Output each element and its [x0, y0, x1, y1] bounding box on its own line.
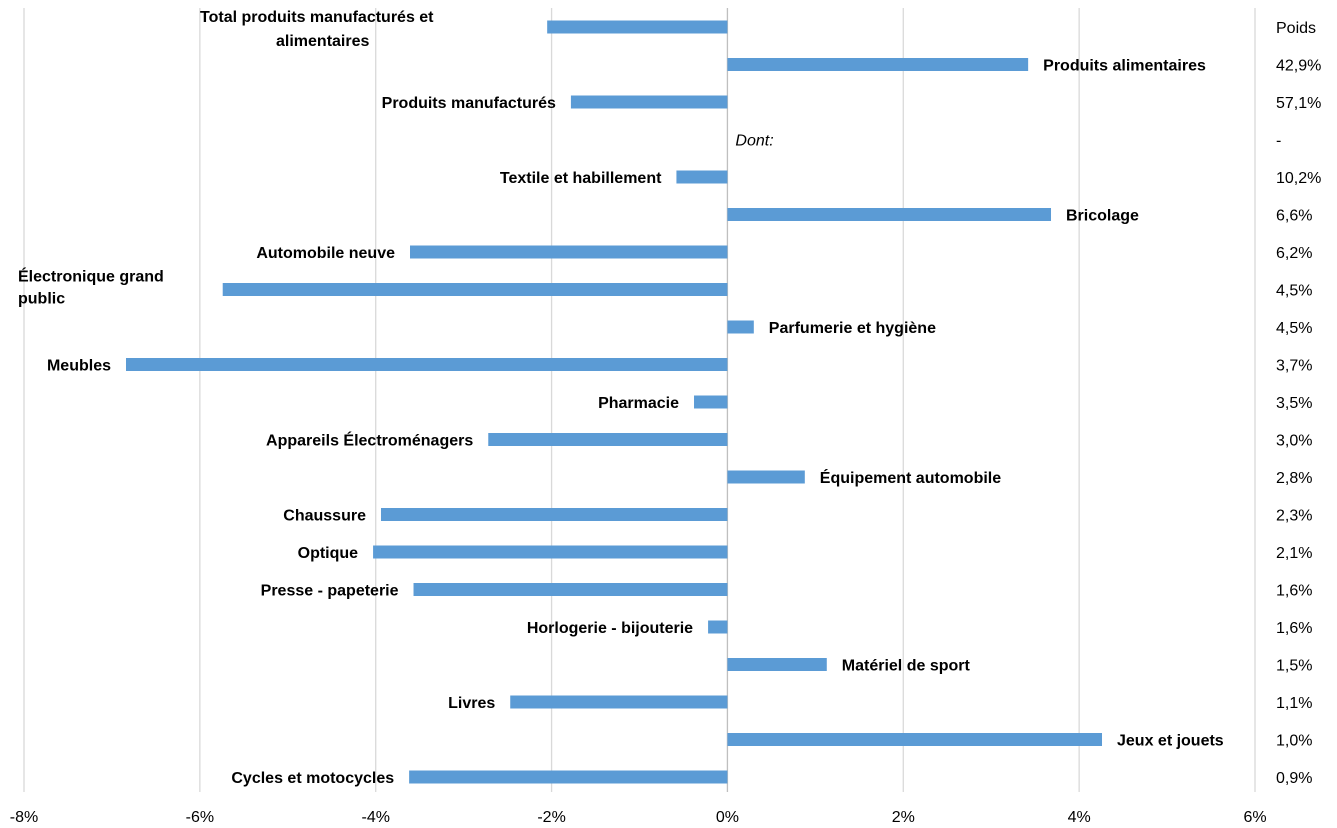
- weight-value: 10,2%: [1276, 170, 1321, 187]
- x-axis: -8% -6% -4% -2% 0% 2% 4% 6%: [10, 809, 1267, 826]
- bar: [694, 395, 728, 409]
- weight-header: Poids: [1276, 20, 1316, 37]
- weight-value: 1,6%: [1276, 583, 1312, 600]
- x-tick-label: -6%: [186, 809, 214, 826]
- category-label: Total produits manufacturés et alimentair…: [200, 9, 434, 50]
- weight-value: 2,1%: [1276, 545, 1312, 562]
- x-tick-label: -4%: [361, 809, 389, 826]
- bar: [727, 320, 754, 334]
- weight-value: 6,2%: [1276, 245, 1312, 262]
- category-label: Chaussure: [283, 508, 366, 525]
- category-label: Équipement automobile: [820, 468, 1001, 487]
- bar: [488, 433, 728, 446]
- bar: [413, 583, 728, 596]
- weight-value: 4,5%: [1276, 320, 1312, 337]
- category-label: Horlogerie - bijouterie: [527, 620, 693, 637]
- category-label: Jeux et jouets: [1117, 733, 1224, 750]
- category-labels: Total produits manufacturés et alimentair…: [18, 9, 1224, 787]
- category-label: Produits manufacturés: [382, 95, 556, 112]
- bar: [727, 733, 1103, 746]
- bar: [727, 658, 827, 671]
- bar: [222, 283, 728, 296]
- bar: [727, 208, 1052, 221]
- weight-value: 57,1%: [1276, 95, 1321, 112]
- category-label: Parfumerie et hygiène: [769, 320, 936, 337]
- bar: [727, 58, 1029, 71]
- weight-column: Poids 42,9% 57,1% - 10,2% 6,6% 6,2% 4,5% 4,5% 3,…: [1276, 20, 1321, 787]
- weight-value: 1,5%: [1276, 658, 1312, 675]
- bar: [708, 620, 728, 634]
- category-label: Électronique grand public: [18, 267, 164, 308]
- category-label: Textile et habillement: [500, 170, 662, 187]
- category-label: Pharmacie: [598, 395, 679, 412]
- category-label: Bricolage: [1066, 208, 1139, 225]
- bar: [547, 20, 728, 34]
- weight-value: 4,5%: [1276, 283, 1312, 300]
- category-label: Optique: [298, 545, 359, 562]
- x-tick-label: 0%: [716, 809, 739, 826]
- weight-value: 1,1%: [1276, 695, 1312, 712]
- weight-value: 1,6%: [1276, 620, 1312, 637]
- weight-value: -: [1276, 133, 1281, 150]
- weight-value: 2,3%: [1276, 508, 1312, 525]
- bar-series: [125, 20, 1103, 784]
- gridlines: [23, 8, 1256, 792]
- bar: [125, 358, 728, 371]
- bar: [373, 545, 728, 559]
- weight-value: 0,9%: [1276, 770, 1312, 787]
- weight-value: 2,8%: [1276, 470, 1312, 487]
- category-label: Appareils Électroménagers: [266, 431, 473, 450]
- x-tick-label: 2%: [892, 809, 915, 826]
- bar: [570, 95, 728, 109]
- category-label: Meubles: [47, 358, 111, 375]
- category-label: Livres: [448, 695, 495, 712]
- bar: [410, 245, 728, 259]
- category-label: Presse - papeterie: [261, 583, 399, 600]
- bar: [676, 170, 728, 184]
- weight-value: 1,0%: [1276, 733, 1312, 750]
- weight-value: 3,7%: [1276, 358, 1312, 375]
- bar: [409, 770, 728, 784]
- bar: [380, 508, 728, 521]
- bar: [727, 470, 805, 484]
- dont-label: Dont:: [735, 133, 773, 150]
- category-label: Automobile neuve: [256, 245, 395, 262]
- category-label: Produits alimentaires: [1043, 58, 1206, 75]
- x-tick-label: 4%: [1068, 809, 1091, 826]
- weight-value: 3,5%: [1276, 395, 1312, 412]
- category-label: Cycles et motocycles: [231, 770, 394, 787]
- x-tick-label: -2%: [537, 809, 565, 826]
- weight-value: 42,9%: [1276, 58, 1321, 75]
- weight-value: 3,0%: [1276, 433, 1312, 450]
- weight-value: 6,6%: [1276, 208, 1312, 225]
- x-tick-label: 6%: [1243, 809, 1266, 826]
- bar: [510, 695, 728, 709]
- category-label: Matériel de sport: [842, 658, 971, 675]
- x-tick-label: -8%: [10, 809, 38, 826]
